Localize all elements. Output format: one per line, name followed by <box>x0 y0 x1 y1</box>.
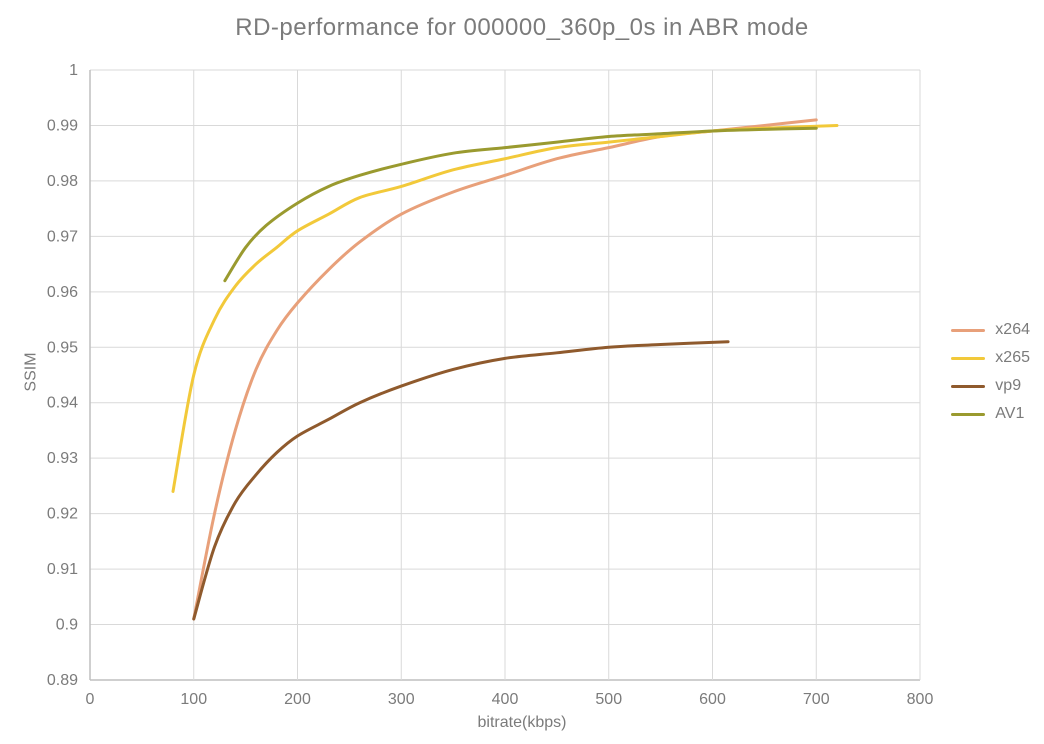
legend-swatch <box>951 385 985 388</box>
svg-text:0.94: 0.94 <box>47 395 78 412</box>
svg-text:300: 300 <box>388 691 415 708</box>
svg-text:200: 200 <box>284 691 311 708</box>
svg-text:0.89: 0.89 <box>47 672 78 689</box>
legend-item-av1: AV1 <box>951 405 1030 423</box>
svg-text:400: 400 <box>492 691 519 708</box>
series-line-vp9 <box>194 342 728 619</box>
svg-text:0.92: 0.92 <box>47 506 78 523</box>
legend-label: x265 <box>995 349 1030 367</box>
svg-text:0.9: 0.9 <box>56 617 78 634</box>
svg-text:500: 500 <box>595 691 622 708</box>
svg-text:0.98: 0.98 <box>47 173 78 190</box>
svg-text:700: 700 <box>803 691 830 708</box>
svg-text:0.93: 0.93 <box>47 450 78 467</box>
legend-label: AV1 <box>995 405 1024 423</box>
svg-text:0.91: 0.91 <box>47 561 78 578</box>
svg-text:0: 0 <box>86 691 95 708</box>
legend-label: vp9 <box>995 377 1021 395</box>
svg-text:0.96: 0.96 <box>47 284 78 301</box>
chart-legend: x264 x265 vp9 AV1 <box>951 311 1030 433</box>
legend-swatch <box>951 329 985 332</box>
legend-label: x264 <box>995 321 1030 339</box>
svg-text:600: 600 <box>699 691 726 708</box>
svg-text:0.95: 0.95 <box>47 339 78 356</box>
svg-text:0.97: 0.97 <box>47 228 78 245</box>
rd-performance-chart: RD-performance for 000000_360p_0s in ABR… <box>0 0 1044 744</box>
chart-plot-area: 0.89 0.9 0.91 0.92 0.93 0.94 0.95 0.96 0.97 0.98 0… <box>0 0 1044 744</box>
svg-text:100: 100 <box>180 691 207 708</box>
svg-text:800: 800 <box>907 691 934 708</box>
svg-text:1: 1 <box>69 62 78 79</box>
legend-swatch <box>951 357 985 360</box>
svg-text:0.99: 0.99 <box>47 117 78 134</box>
legend-item-x265: x265 <box>951 349 1030 367</box>
legend-swatch <box>951 413 985 416</box>
legend-item-x264: x264 <box>951 321 1030 339</box>
legend-item-vp9: vp9 <box>951 377 1030 395</box>
series-line-av1 <box>225 128 816 280</box>
